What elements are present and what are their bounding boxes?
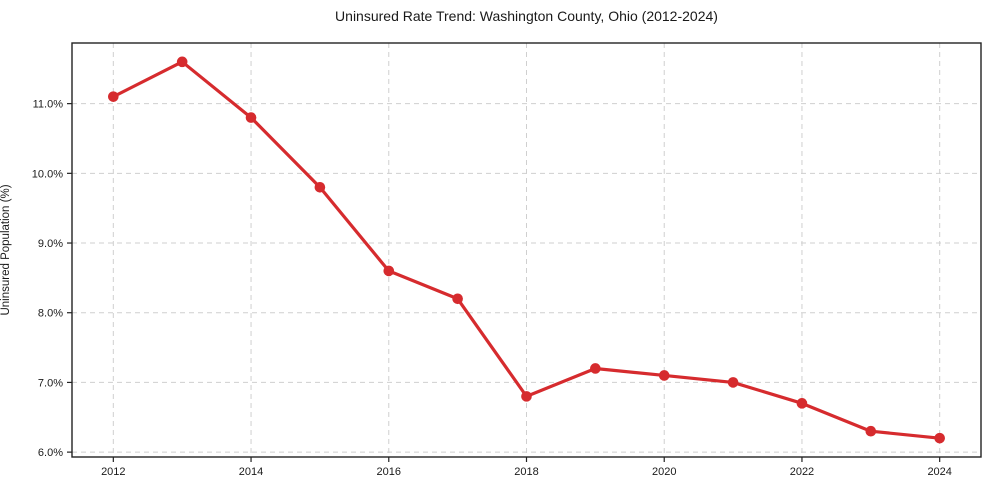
x-tick-label: 2014 bbox=[239, 466, 263, 478]
chart-title: Uninsured Rate Trend: Washington County,… bbox=[335, 8, 718, 24]
y-tick-label: 11.0% bbox=[33, 99, 64, 111]
y-tick-label: 10.0% bbox=[32, 168, 63, 180]
data-point-marker bbox=[108, 91, 119, 102]
data-point-marker bbox=[452, 293, 463, 305]
data-point-marker bbox=[658, 370, 670, 381]
data-point-marker bbox=[727, 377, 739, 388]
data-point-marker bbox=[934, 432, 945, 444]
data-point-marker bbox=[796, 398, 808, 409]
x-tick-label: 2018 bbox=[514, 466, 538, 478]
y-tick-label: 6.0% bbox=[38, 447, 63, 459]
y-tick-label: 7.0% bbox=[38, 377, 63, 389]
x-tick-label: 2020 bbox=[652, 466, 676, 478]
data-point-marker bbox=[590, 363, 601, 374]
data-point-marker bbox=[383, 265, 395, 277]
data-point-marker bbox=[521, 391, 532, 402]
data-point-marker bbox=[865, 425, 877, 437]
x-tick-label: 2024 bbox=[927, 466, 951, 478]
data-point-marker bbox=[314, 181, 326, 193]
x-tick-label: 2022 bbox=[790, 466, 814, 478]
x-tick-label: 2012 bbox=[101, 466, 125, 478]
data-point-marker bbox=[176, 56, 188, 68]
data-point-marker bbox=[245, 112, 257, 123]
y-tick-label: 8.0% bbox=[38, 308, 63, 320]
y-axis-label: Uninsured Population (%) bbox=[0, 184, 12, 316]
x-tick-label: 2016 bbox=[377, 466, 401, 478]
y-tick-label: 9.0% bbox=[38, 238, 63, 250]
